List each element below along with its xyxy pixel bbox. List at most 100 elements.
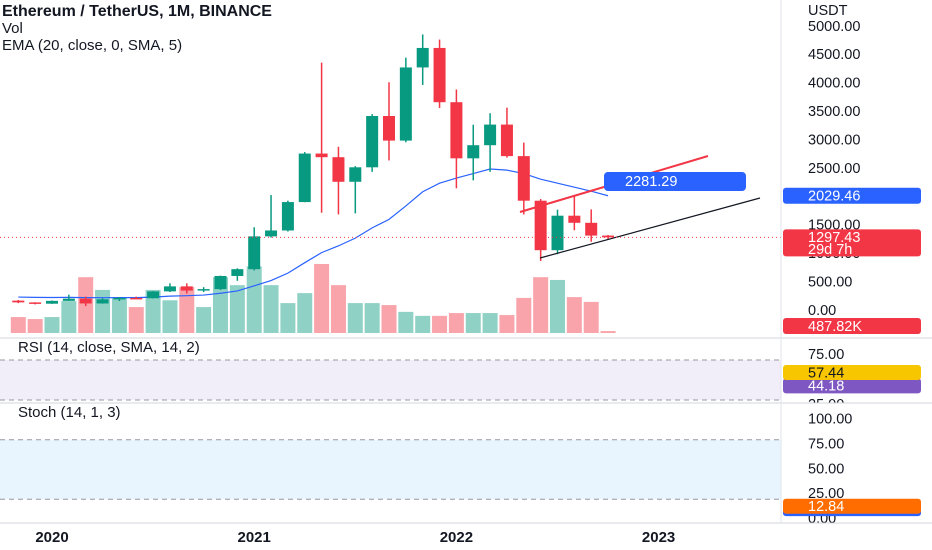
candle-body xyxy=(248,236,261,270)
countdown-label: 29d 7h xyxy=(808,242,852,258)
ema-title: EMA (20, close, 0, SMA, 5) xyxy=(2,37,182,54)
y-tick-label: 25.00 xyxy=(808,486,844,502)
candle-body xyxy=(551,215,564,251)
candle-body xyxy=(163,286,176,292)
candle-body xyxy=(231,269,244,276)
volume-bar xyxy=(550,279,565,333)
volume-bar xyxy=(128,307,144,333)
volume-bar xyxy=(499,315,515,333)
volume-bar xyxy=(330,285,346,333)
price-tag xyxy=(783,187,921,204)
candle-body xyxy=(113,297,126,300)
candle-body xyxy=(416,47,429,68)
candle-body xyxy=(96,299,109,304)
candle-body xyxy=(147,291,160,299)
price-tag-label: 57.44 xyxy=(808,365,844,381)
y-tick-label: 75.00 xyxy=(808,436,844,452)
volume-bar xyxy=(162,300,178,333)
volume-bar xyxy=(448,313,464,333)
candle-body xyxy=(130,297,143,300)
price-tag-label: 44.18 xyxy=(808,379,844,395)
price-tag xyxy=(783,498,921,514)
volume-bar xyxy=(27,319,43,333)
countdown-tag xyxy=(783,229,921,257)
chart-title: Ethereum / TetherUS, 1M, BINANCE xyxy=(2,3,272,20)
x-tick-label: 2020 xyxy=(35,529,68,546)
band-fill xyxy=(0,439,781,500)
pane-title: RSI (14, close, SMA, 14, 2) xyxy=(18,339,200,356)
volume-tag-label: 487.82K xyxy=(808,319,862,335)
trend-line xyxy=(539,197,761,259)
volume-bar xyxy=(297,293,313,333)
volume-bar xyxy=(61,301,77,333)
volume-bar xyxy=(415,315,431,333)
candle-body xyxy=(568,215,581,223)
y-tick-label: 75.00 xyxy=(808,347,844,363)
volume-bar xyxy=(482,313,498,333)
drawing-label: 2281.29 xyxy=(625,174,677,190)
candle-body xyxy=(79,298,92,304)
candle-body xyxy=(29,302,42,304)
candle-body xyxy=(332,157,345,182)
candle-body xyxy=(265,230,278,237)
volume-bar xyxy=(566,297,582,333)
volume-bar xyxy=(347,303,363,333)
drawing-tag xyxy=(604,172,746,191)
ema-line xyxy=(18,168,609,299)
volume-bar xyxy=(516,297,532,333)
candle-body xyxy=(399,67,412,141)
volume-bar xyxy=(314,264,330,333)
candle-body xyxy=(197,289,210,291)
candle-body xyxy=(500,124,513,157)
volume-bar xyxy=(600,331,616,333)
y-tick-label: 4000.00 xyxy=(808,76,860,92)
volume-bar xyxy=(263,285,279,333)
candle-body xyxy=(12,300,25,303)
candle-body xyxy=(298,153,311,203)
y-tick-label: 5000.00 xyxy=(808,19,860,35)
volume-bar xyxy=(213,277,228,333)
y-tick-label: 0.00 xyxy=(808,303,836,319)
volume-bar xyxy=(398,311,414,333)
volume-bar xyxy=(111,297,127,333)
price-tag-label: 2029.46 xyxy=(808,189,860,205)
candle-body xyxy=(467,145,480,159)
volume-bar xyxy=(246,266,262,333)
pane-background xyxy=(0,403,932,522)
pane-background xyxy=(0,338,932,402)
volume-bar xyxy=(179,287,195,333)
candle-body xyxy=(585,222,598,236)
candle-body xyxy=(180,286,193,291)
volume-bar xyxy=(44,317,60,333)
volume-bar xyxy=(145,289,161,333)
pane-title: Stoch (14, 1, 3) xyxy=(18,404,121,421)
price-tag xyxy=(783,378,921,394)
candle-body xyxy=(383,116,395,141)
volume-title: Vol xyxy=(2,20,23,37)
band-fill xyxy=(0,360,781,400)
price-tag-label: 1297.43 xyxy=(808,230,860,246)
volume-bar xyxy=(280,303,296,333)
x-tick-label: 2023 xyxy=(642,529,675,546)
y-tick-label: 3500.00 xyxy=(808,104,860,120)
volume-bar xyxy=(229,285,245,333)
volume-bar xyxy=(432,315,448,333)
candle-body xyxy=(315,153,328,158)
candle-body xyxy=(62,298,75,301)
candle-body xyxy=(46,300,58,304)
y-tick-label: 2500.00 xyxy=(808,161,860,177)
candle-body xyxy=(214,275,227,290)
volume-tag xyxy=(783,318,921,334)
candle-body xyxy=(366,116,379,168)
candle-body xyxy=(433,47,446,103)
candle-body xyxy=(517,156,530,201)
candle-body xyxy=(450,102,463,159)
y-tick-label: 500.00 xyxy=(808,274,852,290)
candle-body xyxy=(349,167,362,182)
volume-bar xyxy=(364,303,380,333)
price-tag-label: 12.84 xyxy=(808,499,844,515)
candle-body xyxy=(484,124,497,146)
volume-bar xyxy=(533,277,549,333)
y-tick-label: 50.00 xyxy=(808,461,844,477)
